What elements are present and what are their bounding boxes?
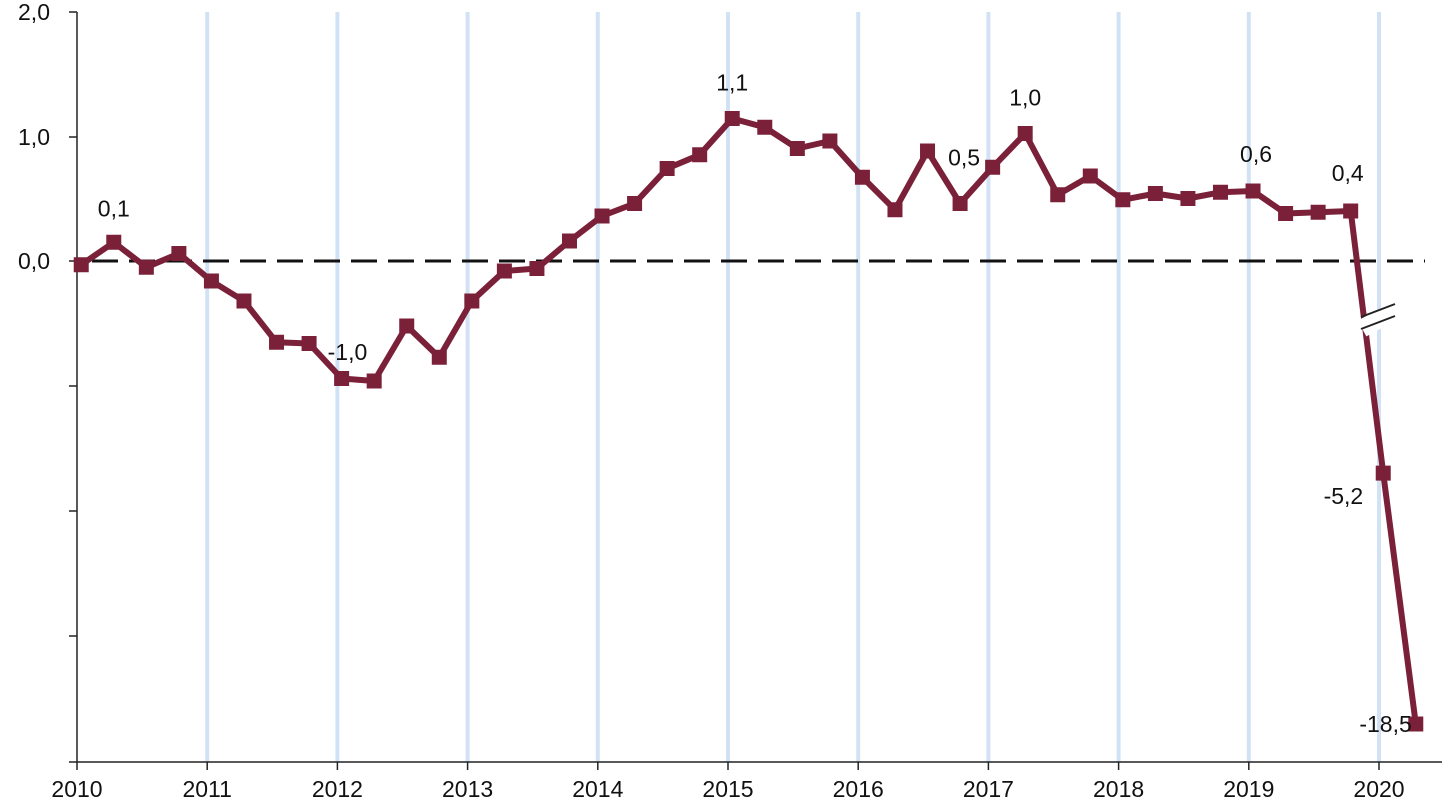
data-point-2013Q2 bbox=[496, 263, 512, 279]
data-point-2017Q2 bbox=[1017, 126, 1033, 141]
data-point-2011Q1 bbox=[203, 273, 219, 289]
data-point-2019Q1 bbox=[1245, 183, 1261, 199]
break-gap bbox=[1357, 303, 1399, 337]
data-point-2011Q2 bbox=[236, 293, 252, 309]
data-point-2012Q3 bbox=[399, 318, 415, 334]
data-point-2016Q2 bbox=[887, 202, 903, 218]
data-label-2012Q1: -1,0 bbox=[328, 339, 368, 365]
data-point-2012Q2 bbox=[366, 373, 382, 389]
data-point-2014Q3 bbox=[659, 161, 675, 176]
x-tick-label-2020: 2020 bbox=[1353, 776, 1404, 802]
tick-labels: 2,0 1,0 0,0 2010 2011 2012 2013 2014 2015 2016 201… bbox=[18, 0, 1405, 802]
data-labels: 0,1 -1,0 1,1 0,5 1,0 0,6 0,4 -5,2 -18,5 bbox=[98, 70, 1412, 738]
data-label-2020Q2: -18,5 bbox=[1359, 711, 1411, 737]
data-point-2014Q1 bbox=[594, 208, 610, 224]
data-point-2014Q4 bbox=[692, 147, 708, 163]
data-point-2016Q1 bbox=[854, 169, 870, 185]
data-point-2018Q2 bbox=[1147, 186, 1163, 201]
data-label-2019Q4: 0,4 bbox=[1332, 160, 1364, 186]
data-point-2013Q1 bbox=[464, 293, 480, 309]
data-point-2018Q1 bbox=[1115, 192, 1131, 208]
data-point-2010Q4 bbox=[171, 246, 187, 261]
data-point-2011Q3 bbox=[269, 334, 285, 350]
data-label-2010Q2: 0,1 bbox=[98, 195, 130, 221]
data-point-2019Q2 bbox=[1278, 206, 1294, 221]
axis-break-marker bbox=[1357, 303, 1399, 337]
data-label-2017Q2: 1,0 bbox=[1009, 85, 1041, 111]
data-point-2015Q1 bbox=[724, 111, 740, 126]
data-point-2013Q3 bbox=[529, 261, 545, 276]
data-point-2012Q1 bbox=[334, 371, 350, 386]
data-point-2019Q4 bbox=[1343, 203, 1359, 219]
break-slash-1 bbox=[1360, 303, 1396, 318]
data-point-2012Q4 bbox=[431, 349, 447, 365]
data-point-2017Q1 bbox=[985, 159, 1001, 175]
grid-lines bbox=[205, 12, 1381, 762]
x-tick-label-2018: 2018 bbox=[1093, 776, 1144, 802]
data-point-2014Q2 bbox=[627, 196, 643, 211]
data-point-2016Q4 bbox=[952, 196, 968, 211]
series-line bbox=[79, 115, 1419, 725]
data-point-2015Q2 bbox=[757, 119, 773, 135]
data-point-2020Q2 bbox=[1408, 716, 1424, 732]
axes bbox=[69, 11, 1442, 770]
data-point-2020Q1 bbox=[1375, 465, 1391, 481]
x-tick-label-2011: 2011 bbox=[182, 776, 231, 802]
data-point-2010Q2 bbox=[106, 234, 122, 250]
data-label-2019Q1: 0,6 bbox=[1240, 141, 1272, 167]
y-tick-label-1: 1,0 bbox=[18, 124, 50, 150]
x-tick-label-2019: 2019 bbox=[1223, 776, 1274, 802]
y-tick-label-2: 0,0 bbox=[18, 248, 50, 274]
data-point-2010Q3 bbox=[138, 259, 154, 275]
x-tick-label-2015: 2015 bbox=[702, 776, 753, 802]
data-label-2016Q4: 0,5 bbox=[948, 145, 980, 171]
data-label-2015Q1: 1,1 bbox=[716, 70, 748, 96]
data-point-2015Q4 bbox=[822, 133, 838, 149]
x-tick-label-2017: 2017 bbox=[963, 776, 1014, 802]
x-tick-label-2013: 2013 bbox=[442, 776, 493, 802]
data-point-2018Q3 bbox=[1180, 191, 1196, 206]
data-series bbox=[73, 111, 1424, 732]
data-point-2016Q3 bbox=[920, 143, 936, 159]
x-tick-label-2012: 2012 bbox=[312, 776, 363, 802]
data-label-2020Q1: -5,2 bbox=[1324, 483, 1364, 509]
data-point-2010Q1 bbox=[73, 257, 89, 273]
data-point-2017Q4 bbox=[1082, 168, 1098, 184]
data-point-2018Q4 bbox=[1212, 184, 1228, 200]
data-point-2013Q4 bbox=[561, 233, 577, 249]
data-point-2017Q3 bbox=[1050, 187, 1066, 203]
data-point-2011Q4 bbox=[301, 336, 317, 351]
x-tick-label-2014: 2014 bbox=[572, 776, 623, 802]
data-point-2015Q3 bbox=[789, 141, 805, 156]
data-point-2019Q3 bbox=[1310, 204, 1326, 220]
x-tick-label-2010: 2010 bbox=[51, 776, 102, 802]
break-slash-2 bbox=[1360, 315, 1396, 330]
y-tick-label-0: 2,0 bbox=[18, 0, 50, 25]
x-tick-label-2016: 2016 bbox=[833, 776, 884, 802]
